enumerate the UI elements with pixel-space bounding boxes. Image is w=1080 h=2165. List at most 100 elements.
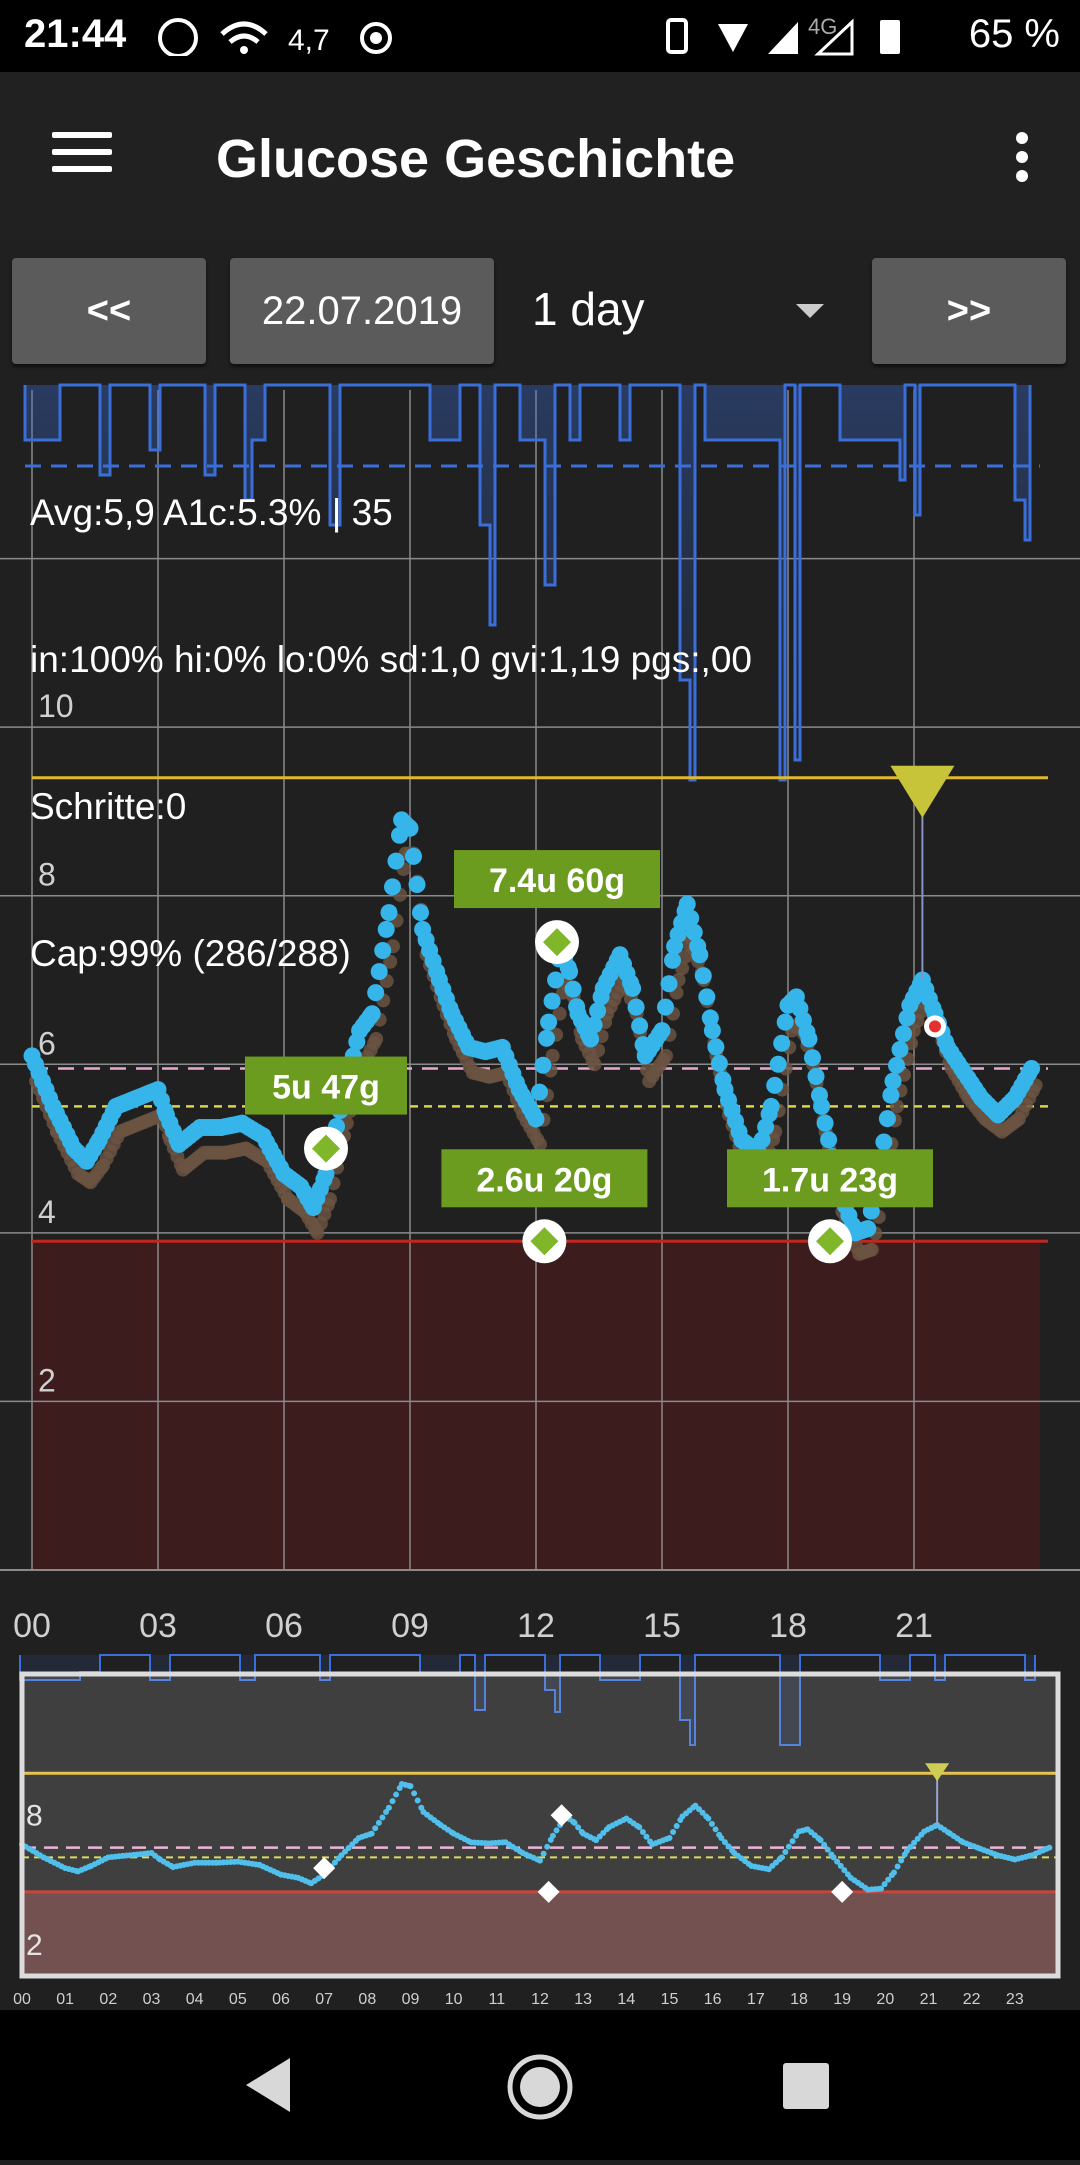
previous-day-button[interactable]: << <box>12 258 206 364</box>
glucose-point <box>762 1097 780 1115</box>
overview-glucose-point <box>1046 1844 1053 1851</box>
back-icon[interactable] <box>246 2058 290 2112</box>
overview-glucose-point <box>824 1846 831 1853</box>
overview-glucose-point <box>549 1832 556 1839</box>
glucose-point <box>564 980 582 998</box>
overview-glucose-point <box>389 1798 396 1805</box>
overview-x-tick-label: 05 <box>229 1991 247 2008</box>
glucose-point <box>807 1067 825 1085</box>
glucose-point <box>710 1054 728 1072</box>
glucose-point <box>707 1038 725 1056</box>
overview-x-tick-label: 07 <box>315 1991 333 2008</box>
glucose-point <box>547 971 565 989</box>
date-button[interactable]: 22.07.2019 <box>230 258 494 364</box>
overview-x-tick-label: 19 <box>833 1991 851 2008</box>
viewport-selector[interactable] <box>19 1671 1061 1979</box>
overview-x-tick-label: 17 <box>747 1991 765 2008</box>
glucose-point <box>363 1005 381 1023</box>
glucose-point <box>589 1002 607 1020</box>
glucose-point <box>753 1131 771 1149</box>
status-right: 4G 65 % <box>658 12 1060 58</box>
glucose-point <box>875 1133 893 1151</box>
overview-chart[interactable]: 2 8 00 01 02 03 04 05 06 07 08 09 10 11 12 13 14 15 16 17 1… <box>0 1650 1080 2010</box>
raw-point <box>864 1242 879 1257</box>
overview-glucose-point <box>789 1838 796 1845</box>
stats-line: Avg:5,9 A1c:5.3% | 35 <box>30 492 393 533</box>
glucose-point <box>882 1086 900 1104</box>
home-icon[interactable] <box>507 2054 573 2120</box>
glucose-point <box>773 1034 791 1052</box>
basal-profile <box>23 383 1040 782</box>
glucose-point <box>370 963 388 981</box>
overview-glucose-point <box>331 1859 338 1866</box>
overview-glucose-point <box>705 1815 712 1822</box>
chevron-down-icon <box>796 304 824 318</box>
overview-low-zone <box>22 1891 1058 1976</box>
overview-glucose-point <box>575 1824 582 1831</box>
raw-point <box>533 1137 547 1152</box>
glucose-point <box>631 1017 649 1035</box>
overview-glucose-point <box>666 1834 673 1841</box>
glucose-point <box>380 904 398 922</box>
range-dropdown[interactable]: 1 day <box>532 282 852 342</box>
overview-x-tick-label: 14 <box>617 1991 635 2008</box>
status-time: 21:44 <box>24 12 127 56</box>
glucose-point <box>627 998 645 1016</box>
glucose-point <box>664 951 681 969</box>
treatment-label: 2.6u 20g <box>476 1161 612 1199</box>
overview-basal <box>19 1654 1036 1746</box>
y-tick-label: 10 <box>38 688 74 724</box>
glucose-point <box>800 1030 818 1048</box>
treatment-label-bg <box>454 850 660 909</box>
overview-glucose-point <box>368 1830 375 1837</box>
glucose-chart[interactable]: 5u 47g 7.4u 60g 2.6u 20g 1.7u 23g 2 4 6 8 10 00… <box>0 380 1080 1670</box>
overview-x-tick-label: 18 <box>790 1991 808 2008</box>
stats-line: in:100% hi:0% lo:0% sd:1,0 gvi:1,19 pgs:… <box>30 639 752 680</box>
overview-glucose-point <box>407 1783 414 1790</box>
treatment-label-bg <box>245 1056 407 1115</box>
current-marker-dot <box>929 1020 941 1033</box>
overview-glucose-point <box>793 1832 800 1839</box>
overview-glucose-point <box>393 1791 400 1798</box>
x-tick-label: 21 <box>895 1607 933 1645</box>
glucose-point <box>538 1029 555 1047</box>
overview-glucose-point <box>817 1837 824 1844</box>
overview-glucose-point <box>898 1857 905 1864</box>
treatment-diamond <box>816 1227 844 1256</box>
overview-x-tick-label: 13 <box>574 1991 592 2008</box>
raw-point <box>369 1032 384 1046</box>
overview-treatment-marker <box>313 1857 336 1880</box>
overview-glucose-point <box>894 1863 901 1870</box>
glucose-point <box>384 878 401 896</box>
y-tick-label: 2 <box>38 1362 56 1398</box>
page-title: Glucose Geschichte <box>216 129 736 189</box>
recents-icon[interactable] <box>783 2063 829 2109</box>
glucose-point <box>776 1013 794 1031</box>
overview-glucose-point <box>571 1819 578 1826</box>
overview-x-tick-label: 03 <box>143 1991 161 2008</box>
glucose-point <box>701 1009 719 1027</box>
overview-x-tick-label: 23 <box>1006 1991 1024 2008</box>
x-tick-label: 06 <box>265 1607 303 1645</box>
x-tick-label: 00 <box>13 1607 51 1645</box>
glucose-point <box>703 1022 721 1040</box>
overview-x-tick-label: 02 <box>99 1991 117 2008</box>
next-day-button[interactable]: >> <box>872 258 1066 364</box>
glucose-point <box>820 1131 838 1149</box>
glucose-point <box>694 967 712 985</box>
overview-glucose-point <box>725 1843 732 1850</box>
y-tick-label: 8 <box>38 857 56 893</box>
vibrate-icon <box>665 18 688 55</box>
overview-treatment-marker <box>831 1880 854 1903</box>
overview-x-tick-label: 00 <box>13 1991 31 2008</box>
glucose-point <box>691 946 709 964</box>
treatment-label: 7.4u 60g <box>489 862 625 900</box>
glucose-point <box>891 1041 909 1059</box>
overflow-menu-icon[interactable] <box>1016 132 1030 182</box>
overview-glucose-point <box>636 1824 643 1831</box>
overview-glucose-point <box>708 1820 715 1827</box>
overview-glucose-point <box>903 1847 910 1854</box>
overview-x-tick-label: 01 <box>56 1991 74 2008</box>
hamburger-menu-icon[interactable] <box>52 132 112 180</box>
overview-glucose-point <box>375 1819 382 1826</box>
